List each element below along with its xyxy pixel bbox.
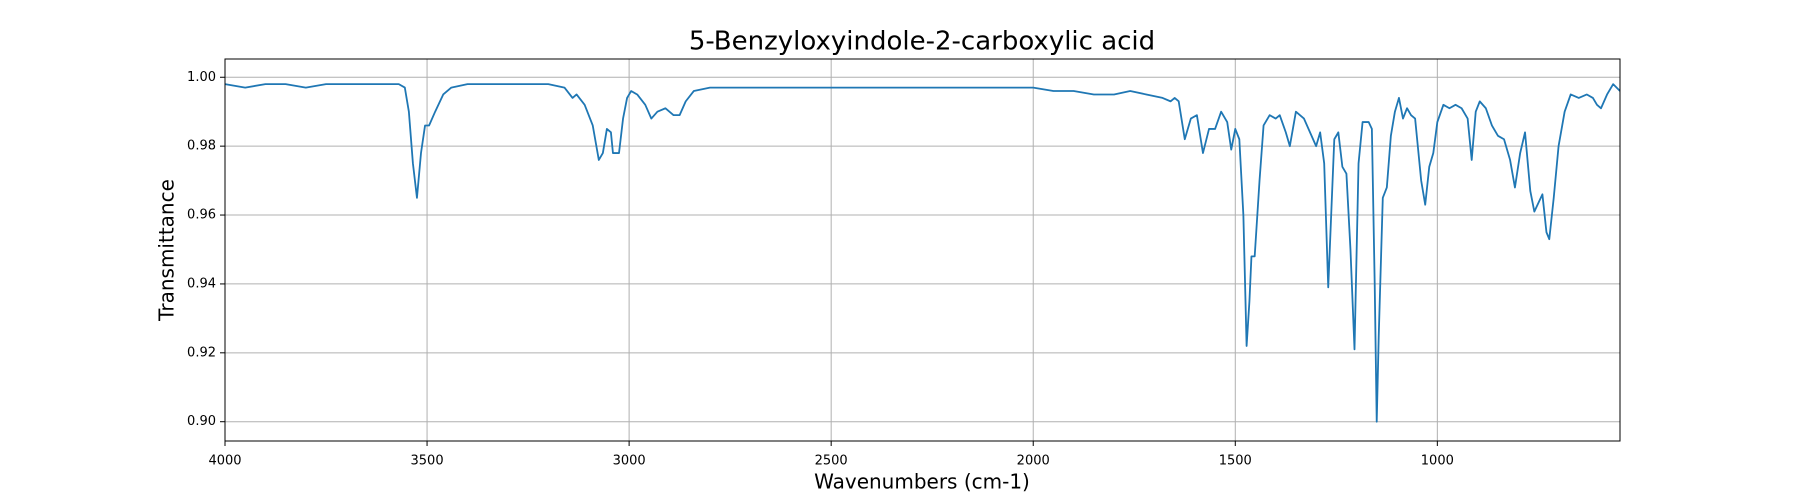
y-tick-label: 0.96 [187, 208, 216, 223]
plot-frame [224, 58, 1621, 442]
x-tick-label: 3000 [613, 454, 646, 469]
x-tick-label: 1500 [1219, 454, 1252, 469]
y-tick-label: 0.90 [187, 414, 216, 429]
y-axis-label: Transmittance [155, 179, 179, 322]
y-tick-label: 0.98 [187, 139, 216, 154]
x-tick-label: 3500 [411, 454, 444, 469]
x-tick-label: 1000 [1421, 454, 1454, 469]
x-axis-label: Wavenumbers (cm-1) [814, 470, 1030, 494]
x-tick-label: 2500 [815, 454, 848, 469]
y-tick-label: 1.00 [187, 70, 216, 85]
y-tick-label: 0.94 [187, 276, 216, 291]
spectrum-line [224, 83, 1621, 423]
x-tick-label: 4000 [208, 454, 241, 469]
x-tick-label: 2000 [1017, 454, 1050, 469]
y-tick-label: 0.92 [187, 345, 216, 360]
chart-title: 5-Benzyloxyindole-2-carboxylic acid [689, 27, 1155, 57]
